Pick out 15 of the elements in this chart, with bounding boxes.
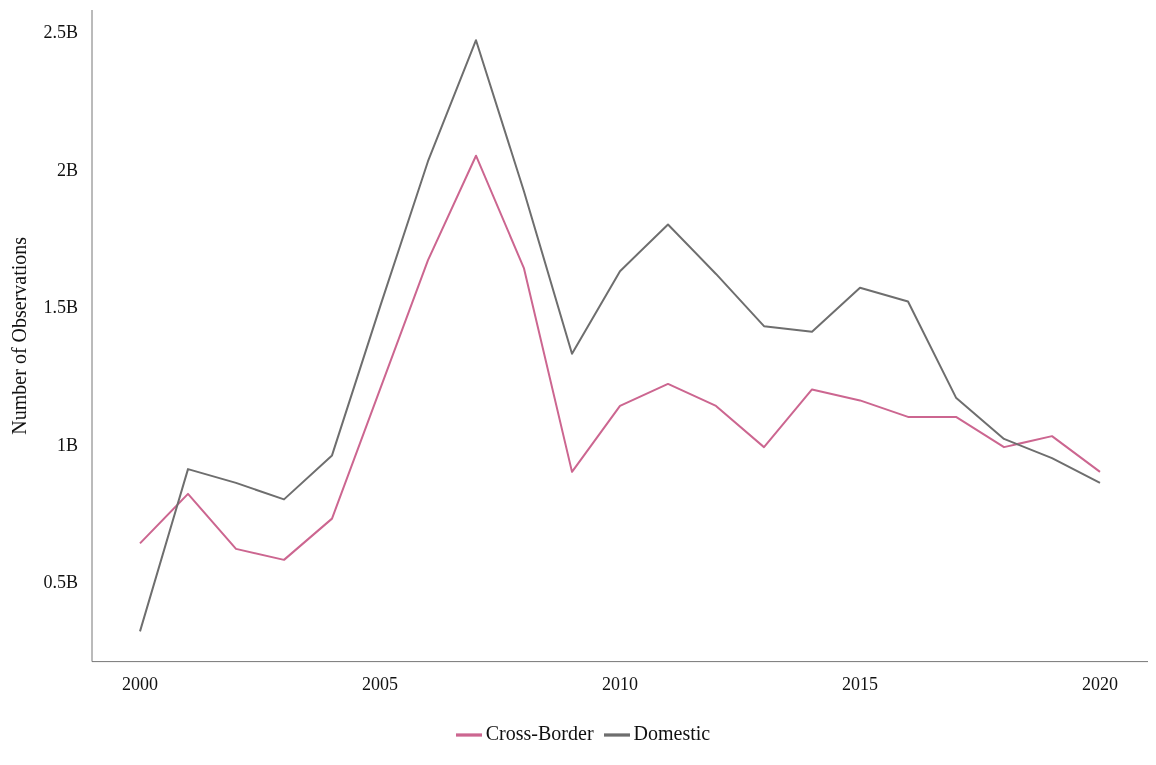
- x-tick-label: 2005: [362, 674, 398, 695]
- y-tick-label: 1B: [56, 434, 78, 455]
- legend-label: Cross-Border: [485, 721, 594, 744]
- y-axis-title: Number of Observations: [8, 236, 31, 435]
- y-tick-label: 2B: [56, 159, 78, 180]
- line-series: [139, 154, 1101, 561]
- x-tick-label: 2000: [122, 674, 158, 695]
- x-tick-label: 2020: [1082, 674, 1118, 695]
- y-tick-label: 1.5B: [43, 297, 78, 318]
- y-tick-label: 2.5B: [43, 22, 78, 43]
- line-series: [139, 39, 1101, 633]
- x-tick-label: 2010: [602, 674, 638, 695]
- x-tick-label: 2015: [842, 674, 878, 695]
- y-tick-label: 0.5B: [43, 572, 78, 593]
- legend-label: Domestic: [633, 721, 711, 744]
